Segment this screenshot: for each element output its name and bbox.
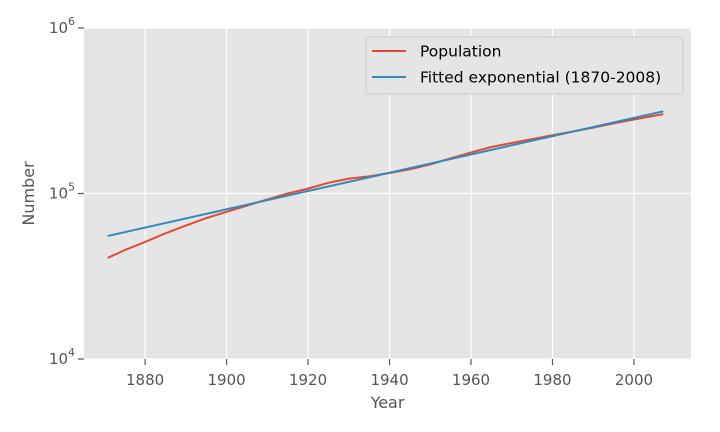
x-tick-label: 1980 [533,371,571,389]
y-axis-label: Number [19,161,38,226]
x-tick-label: 2000 [615,371,653,389]
y-tick-label: 105 [49,181,75,203]
y-tick-label: 104 [49,346,75,368]
x-tick-label: 1920 [289,371,327,389]
x-axis-label: Year [370,393,405,412]
x-tick-label: 1960 [452,371,490,389]
x-tick-label: 1940 [370,371,408,389]
y-tick-label: 106 [49,15,75,37]
x-tick-label: 1880 [126,371,164,389]
x-tick-label: 1900 [207,371,245,389]
grid-lines [84,27,691,360]
legend-label-fitted: Fitted exponential (1870-2008) [420,69,661,87]
legend-label-population: Population [420,43,501,61]
series-layer [107,110,664,259]
fitted-exponential-line [107,110,664,237]
legend: Population Fitted exponential (1870-2008… [365,36,684,95]
axes-layer: 1880 1900 1920 1940 1960 1980 2000 104 105 106 [49,15,653,389]
legend-box [365,36,684,95]
